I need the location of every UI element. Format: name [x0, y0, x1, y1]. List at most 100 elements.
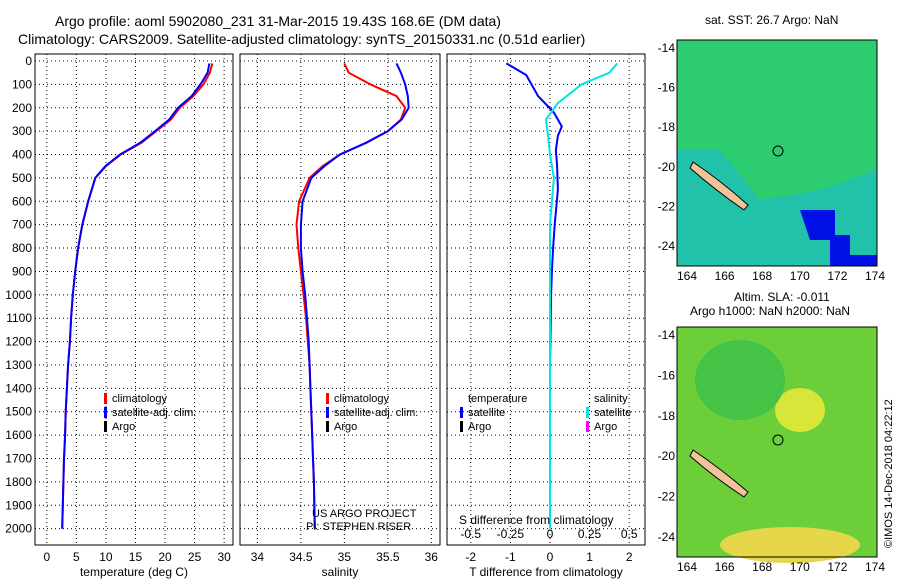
- bottom-map-title1: Altim. SLA: -0.011: [734, 290, 830, 304]
- map-y-tick-label: -20: [658, 160, 676, 174]
- difference-legend: temperature satellite Argo salinity sate…: [460, 393, 631, 433]
- series-line-satellite: [544, 62, 619, 529]
- top-tick-label: 0: [547, 527, 554, 541]
- map-y-tick-label: -18: [658, 120, 676, 134]
- x-tick-label: -1: [505, 550, 516, 564]
- map-x-tick-label: 174: [865, 269, 885, 283]
- map-y-tick-label: -24: [658, 239, 676, 253]
- x-tick-label: 34.5: [289, 550, 313, 564]
- x-axis-label: temperature (deg C): [80, 565, 188, 579]
- top-tick-label: -0.25: [497, 527, 525, 541]
- top-tick-label: -0.5: [460, 527, 481, 541]
- legend-t-argo: Argo: [468, 421, 491, 433]
- top-tick-label: 0.5: [621, 527, 638, 541]
- x-tick-label: -2: [465, 550, 476, 564]
- map-x-tick-label: 164: [677, 560, 697, 574]
- map-x-tick-label: 168: [752, 269, 772, 283]
- plot-frame: [446, 53, 646, 546]
- series-line-climatology: [61, 63, 214, 529]
- x-tick-label: 5: [73, 550, 80, 564]
- y-tick-label: 1800: [5, 475, 32, 489]
- map-x-tick-label: 168: [752, 560, 772, 574]
- x-tick-label: 25: [188, 550, 202, 564]
- plot-frame: [239, 53, 441, 546]
- y-tick-label: 1200: [5, 335, 32, 349]
- legend-swatch-t-satellite: [460, 407, 463, 418]
- argo-position-marker: [772, 145, 784, 157]
- x-tick-label: 36: [425, 550, 439, 564]
- map-x-tick-label: 170: [790, 269, 810, 283]
- legend-climatology: climatology: [334, 393, 390, 405]
- x-axis-label: salinity: [322, 565, 359, 579]
- x-tick-label: 0: [43, 550, 50, 564]
- header-line2: Climatology: CARS2009. Satellite-adjuste…: [18, 31, 585, 47]
- map-x-tick-label: 172: [827, 560, 847, 574]
- y-tick-label: 1500: [5, 405, 32, 419]
- legend-swatch-climatology: [104, 393, 107, 404]
- map-x-tick-label: 164: [677, 269, 697, 283]
- legend-satellite: satellite-adj. clim.: [112, 407, 196, 419]
- x-tick-label: 15: [129, 550, 143, 564]
- y-tick-label: 1400: [5, 381, 32, 395]
- legend-swatch-s-argo: [586, 421, 589, 432]
- y-tick-label: 600: [12, 194, 32, 208]
- sla-map: [676, 326, 878, 563]
- sst-map: [676, 39, 878, 267]
- sla-low-region: [695, 340, 785, 420]
- map-y-tick-label: -18: [658, 409, 676, 423]
- x-tick-label: 10: [99, 550, 113, 564]
- y-tick-label: 800: [12, 241, 32, 255]
- argo-position-marker: [772, 434, 784, 446]
- y-tick-label: 0: [25, 54, 32, 68]
- y-tick-label: 1600: [5, 428, 32, 442]
- y-tick-label: 1900: [5, 498, 32, 512]
- map-x-tick-label: 170: [790, 560, 810, 574]
- x-tick-label: 34: [251, 550, 265, 564]
- y-tick-label: 900: [12, 264, 32, 278]
- y-tick-label: 100: [12, 77, 32, 91]
- x-tick-label: 35.5: [376, 550, 400, 564]
- sst-cold-patch: [800, 210, 877, 266]
- top-tick-label: 0.25: [578, 527, 602, 541]
- map-y-tick-label: -16: [658, 368, 676, 382]
- plot-frame: [34, 53, 234, 546]
- y-tick-label: 500: [12, 171, 32, 185]
- new-caledonia-island: [689, 161, 749, 211]
- map-axes: 164 166 168 170 172 174 -14 -16 -18 -20 -22 -24 164 1…: [658, 41, 886, 574]
- y-tick-label: 400: [12, 148, 32, 162]
- map-y-tick-label: -20: [658, 449, 676, 463]
- x-axis-label: T difference from climatology: [469, 565, 623, 579]
- legend-swatch-satellite: [104, 407, 107, 418]
- map-y-tick-label: -24: [658, 530, 676, 544]
- series-line-satellite-adj-clim-: [61, 63, 211, 529]
- map-y-tick-label: -22: [658, 490, 676, 504]
- legend-temperature-heading: temperature: [468, 393, 527, 405]
- x-tick-label: 35: [338, 550, 352, 564]
- sla-high-region-south: [720, 527, 860, 563]
- series-line-satellite: [505, 62, 563, 436]
- y-tick-label: 300: [12, 124, 32, 138]
- map-x-tick-label: 166: [715, 269, 735, 283]
- x-tick-label: 1: [586, 550, 593, 564]
- legend-swatch-argo: [326, 421, 329, 432]
- new-caledonia-island: [689, 449, 749, 498]
- watermark: ©IMOS 14-Dec-2018 04:22:12: [883, 399, 895, 548]
- sst-map-frame: [676, 39, 878, 267]
- legend-argo: Argo: [112, 421, 135, 433]
- x-tick-label: 2: [626, 550, 633, 564]
- salinity-panel: 34 34.5 35 35.5 36 salinity: [239, 53, 441, 579]
- difference-panel: -2 -1 0 1 2T difference from climatology -0.5…: [446, 53, 646, 579]
- legend-t-satellite: satellite: [468, 407, 505, 419]
- top-map-title: sat. SST: 26.7 Argo: NaN: [705, 13, 838, 27]
- y-tick-label: 2000: [5, 522, 32, 536]
- salinity-legend: climatology satellite-adj. clim. Argo US…: [306, 393, 418, 533]
- sla-high-region: [775, 388, 825, 432]
- series-line-satellite-adj-clim-: [299, 62, 410, 529]
- legend-swatch-climatology: [326, 393, 329, 404]
- map-x-tick-label: 166: [715, 560, 735, 574]
- credit-line1: US ARGO PROJECT: [312, 508, 417, 520]
- legend-swatch-t-argo: [460, 421, 463, 432]
- map-y-tick-label: -14: [658, 328, 676, 342]
- legend-swatch-satellite: [326, 407, 329, 418]
